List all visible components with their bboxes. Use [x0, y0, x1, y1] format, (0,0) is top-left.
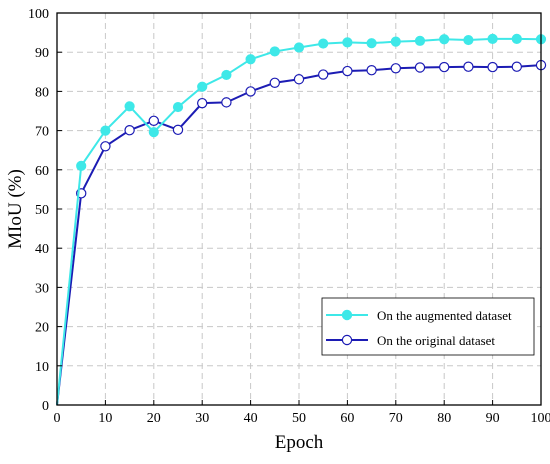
x-tick-label: 40: [244, 411, 258, 426]
data-point: [222, 70, 231, 79]
x-tick-label: 30: [195, 411, 209, 426]
data-point: [149, 116, 158, 125]
data-point: [319, 70, 328, 79]
y-tick-label: 50: [35, 203, 49, 218]
data-point: [294, 43, 303, 52]
x-tick-label: 80: [437, 411, 451, 426]
data-point: [391, 37, 400, 46]
data-point: [270, 47, 279, 56]
data-point: [367, 66, 376, 75]
y-tick-label: 40: [35, 242, 49, 257]
data-point: [367, 39, 376, 48]
data-point: [391, 64, 400, 73]
data-point: [125, 126, 134, 135]
data-point: [125, 102, 134, 111]
legend-label: On the original dataset: [377, 333, 495, 348]
x-tick-label: 60: [340, 411, 354, 426]
data-point: [101, 126, 110, 135]
data-point: [415, 63, 424, 72]
data-point: [294, 75, 303, 84]
data-point: [77, 161, 86, 170]
y-tick-label: 70: [35, 125, 49, 140]
legend-label: On the augmented dataset: [377, 308, 512, 323]
x-tick-label: 0: [54, 411, 61, 426]
x-tick-label: 100: [531, 411, 550, 426]
y-tick-label: 80: [35, 85, 49, 100]
data-point: [101, 142, 110, 151]
x-tick-label: 70: [389, 411, 403, 426]
data-point: [488, 62, 497, 71]
x-tick-label: 90: [486, 411, 500, 426]
x-tick-label: 50: [292, 411, 306, 426]
data-point: [415, 36, 424, 45]
data-point: [343, 38, 352, 47]
data-point: [440, 35, 449, 44]
data-point: [198, 99, 207, 108]
y-tick-label: 0: [42, 399, 49, 414]
legend-marker: [342, 335, 351, 344]
data-point: [173, 125, 182, 134]
data-point: [198, 82, 207, 91]
y-axis-title: MIoU (%): [5, 169, 26, 249]
data-point: [343, 66, 352, 75]
data-point: [222, 98, 231, 107]
x-axis-title: Epoch: [275, 432, 324, 453]
y-tick-label: 20: [35, 321, 49, 336]
legend-marker: [342, 310, 351, 319]
x-tick-label: 10: [98, 411, 112, 426]
y-tick-label: 100: [28, 7, 49, 22]
y-tick-label: 60: [35, 164, 49, 179]
legend: On the augmented dataset On the original …: [322, 298, 534, 355]
data-point: [246, 87, 255, 96]
data-point: [246, 55, 255, 64]
data-point: [512, 34, 521, 43]
y-tick-label: 10: [35, 360, 49, 375]
y-tick-label: 90: [35, 46, 49, 61]
data-point: [440, 62, 449, 71]
data-point: [319, 39, 328, 48]
data-point: [488, 34, 497, 43]
x-tick-label: 20: [147, 411, 161, 426]
data-point: [149, 128, 158, 137]
data-point: [464, 35, 473, 44]
data-point: [464, 62, 473, 71]
data-point: [270, 78, 279, 87]
data-point: [173, 102, 182, 111]
y-tick-label: 30: [35, 281, 49, 296]
data-point: [512, 62, 521, 71]
